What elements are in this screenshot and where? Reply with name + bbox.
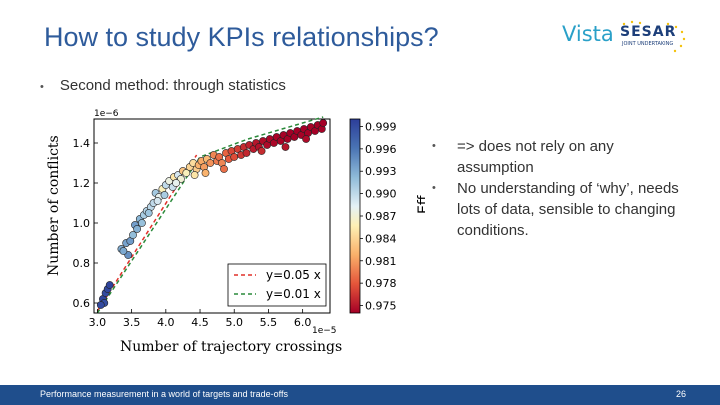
y-tick-label: 1.0 — [73, 217, 91, 230]
colorbar: 0.999 0.996 0.993 0.990 0.987 0.984 0.981 0.978… — [349, 118, 425, 314]
right-bullet-list: • => does not rely on any assumption • No … — [432, 136, 692, 241]
x-tick-label: 4.5 — [191, 316, 209, 329]
x-offset-label: 1e−5 — [312, 326, 337, 336]
scatter-point — [281, 143, 290, 151]
x-tick-label: 5.0 — [225, 316, 243, 329]
fit-line — [96, 116, 324, 314]
colorbar-label: Eff — [416, 195, 425, 214]
y-tick-label: 0.8 — [73, 257, 91, 270]
main-bullet-text: Second method: through statistics — [59, 77, 286, 94]
page-number: 26 — [676, 389, 687, 399]
scatter-point — [206, 159, 215, 167]
eu-stars-icon — [622, 20, 686, 53]
scatter-point — [96, 301, 105, 309]
scatter-point — [153, 197, 162, 205]
x-tick-label: 3.0 — [89, 316, 107, 329]
scatter-point — [302, 135, 310, 143]
scatter-point — [257, 147, 266, 155]
scatter-point — [319, 119, 328, 127]
chart-legend: y=0.05 x y=0.01 x — [227, 263, 327, 307]
colorbar-tick-label: 0.993 — [365, 165, 397, 178]
main-bullet: • Second method: through statistics — [40, 77, 286, 94]
footer-bar: Performance measurement in a world of ta… — [0, 385, 720, 405]
y-axis-label: Number of conflicts — [46, 135, 62, 276]
colorbar-tick-label: 0.996 — [365, 143, 397, 156]
sesar-subtitle: JOINT UNDERTAKING — [622, 41, 674, 47]
x-tick-label: 5.5 — [260, 316, 278, 329]
colorbar-tick-label: 0.984 — [365, 232, 397, 245]
legend-label: y=0.01 x — [266, 287, 321, 301]
x-axis-label: Number of trajectory crossings — [120, 339, 342, 355]
colorbar-tick-label: 0.981 — [365, 255, 397, 268]
colorbar-tick-label: 0.975 — [365, 300, 397, 313]
bullet-icon: • — [432, 182, 436, 194]
sesar-logo-text: SESAR — [620, 24, 677, 40]
colorbar-tick-label: 0.999 — [365, 120, 397, 133]
scatter-point — [242, 149, 251, 157]
colorbar-tick-label: 0.978 — [365, 277, 397, 290]
legend-label: y=0.05 x — [266, 268, 321, 282]
list-item: • No understanding of ‘why’, needs lots o… — [432, 178, 692, 241]
y-tick-label: 1.4 — [73, 137, 91, 150]
scatter-point — [129, 231, 137, 239]
x-tick-label: 4.0 — [157, 316, 175, 329]
scatter-point — [201, 169, 210, 177]
bullet-icon: • — [432, 140, 436, 152]
list-item-text: No understanding of ‘why’, needs lots of… — [457, 180, 679, 239]
bullet-icon: • — [40, 81, 44, 93]
x-tick-label: 3.5 — [123, 316, 141, 329]
scatter-point — [182, 169, 191, 177]
list-item: • => does not rely on any assumption — [432, 136, 692, 178]
y-offset-label: 1e−6 — [94, 109, 119, 119]
y-tick-label: 1.2 — [73, 177, 91, 190]
list-item-text: => does not rely on any assumption — [457, 138, 614, 176]
colorbar-tick-label: 0.990 — [365, 188, 397, 201]
colorbar-gradient — [349, 118, 361, 314]
scatter-point — [138, 219, 146, 227]
vista-sesar-logo: Vista SESAR JOINT UNDERTAKING — [562, 20, 688, 54]
scatter-point — [119, 247, 128, 255]
legend-box — [227, 263, 327, 307]
scatter-point — [190, 171, 199, 179]
footer-text: Performance measurement in a world of ta… — [40, 389, 288, 399]
colorbar-tick-label: 0.987 — [365, 210, 397, 223]
scatter-point — [160, 191, 169, 199]
page-title: How to study KPIs relationships? — [44, 22, 439, 52]
scatter-point — [220, 165, 228, 173]
x-tick-label: 6.0 — [294, 316, 312, 329]
scatter-point — [172, 179, 180, 187]
y-tick-label: 0.6 — [73, 297, 91, 310]
vista-logo-text: Vista — [562, 22, 614, 46]
scatter-point — [230, 153, 239, 161]
scatter-chart: 3.0 3.5 4.0 4.5 5.0 5.5 6.0 0.6 0.8 1.0 1.2 1.4 1e… — [46, 109, 425, 355]
scatter-point — [133, 225, 141, 233]
scatter-point — [144, 209, 153, 217]
scatter-point — [105, 281, 114, 289]
